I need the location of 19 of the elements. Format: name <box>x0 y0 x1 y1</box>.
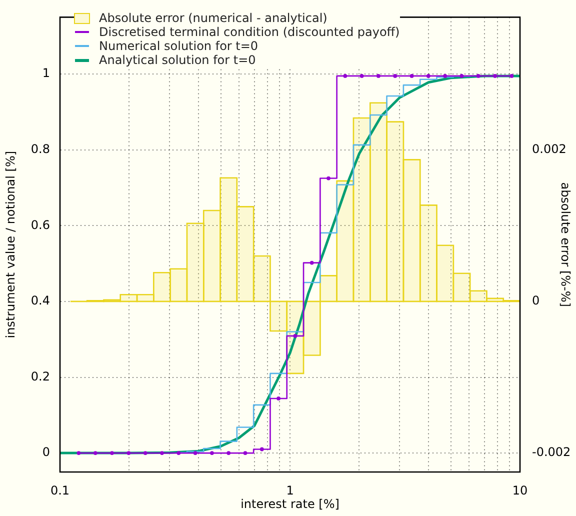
x-axis-title: interest rate [%] <box>240 496 340 511</box>
x-tick-label: 0.1 <box>50 483 70 498</box>
y2-tick-label: -0.002 <box>532 445 571 460</box>
y-tick-label: 0.6 <box>30 218 50 232</box>
y2-axis-title: absolute error [%-%] <box>558 182 573 307</box>
y-axis-title: instrument value / notional [%] <box>3 150 18 338</box>
y2-tick-label: 0 <box>532 294 540 308</box>
x-tick-label: 10 <box>512 483 528 498</box>
y-tick-label: 0.2 <box>30 369 50 384</box>
y-tick-label: 1 <box>42 66 50 80</box>
y-tick-label: 0.4 <box>30 294 50 308</box>
legend-label: Discretised terminal condition (discounted payoff) <box>99 25 400 39</box>
x-tick-label: 1 <box>286 483 294 498</box>
legend-label: Analytical solution for t=0 <box>99 53 256 67</box>
y-tick-label: 0 <box>42 445 50 460</box>
y-tick-label: 0.8 <box>30 142 50 156</box>
legend-label: Absolute error (numerical - analytical) <box>99 11 328 25</box>
y2-tick-label: 0.002 <box>532 142 566 156</box>
legend-label: Numerical solution for t=0 <box>99 39 258 53</box>
